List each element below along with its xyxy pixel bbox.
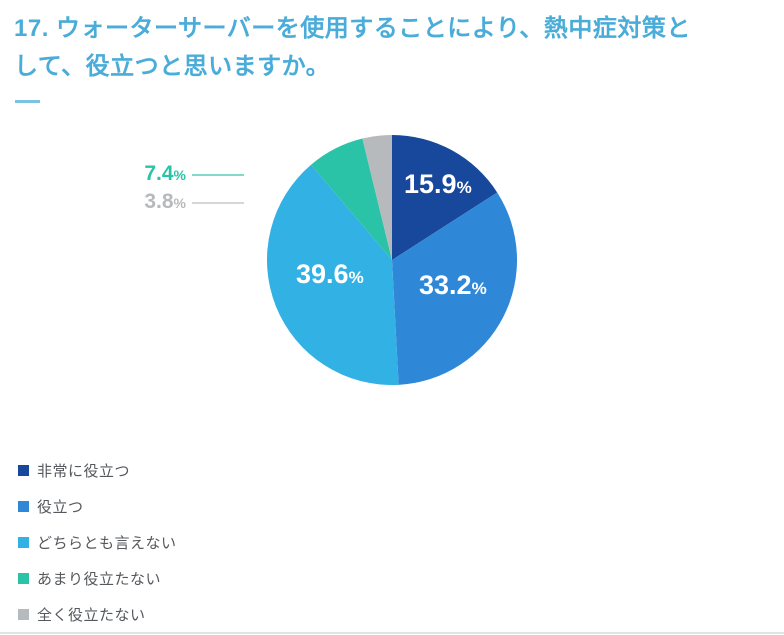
legend-label: 役立つ (37, 499, 84, 516)
legend-label: 非常に役立つ (37, 463, 131, 480)
question-title-line1: 17. ウォーターサーバーを使用することにより、熱中症対策と (14, 15, 691, 42)
pie-callout-not-very-useful: 7.4% (110, 162, 186, 187)
pie-slice-0 (392, 135, 498, 260)
callout-leader-line (192, 174, 244, 176)
pie-slice-2 (267, 164, 399, 385)
legend-item-not-useful-at-all: 全く役立たない (18, 607, 177, 624)
pie-slice-4 (362, 135, 392, 260)
pie-slice-1 (392, 192, 517, 385)
pie-label-value: 33.2 (419, 270, 472, 300)
percent-symbol: % (456, 178, 472, 197)
pie-callout-not-useful-at-all: 3.8% (110, 190, 186, 215)
pie-slice-3 (311, 138, 392, 260)
legend-item-neutral: どちらとも言えない (18, 535, 177, 552)
legend-swatch-icon (18, 609, 29, 620)
legend-swatch-icon (18, 465, 29, 476)
percent-symbol: % (348, 268, 364, 287)
percent-symbol: % (173, 167, 186, 183)
pie-label-useful: 33.2% (419, 270, 487, 304)
percent-symbol: % (471, 279, 487, 298)
legend-swatch-icon (18, 537, 29, 548)
bottom-divider (0, 632, 784, 634)
pie-label-value: 39.6 (296, 259, 349, 289)
legend-item-very-useful: 非常に役立つ (18, 463, 177, 480)
legend-label: どちらとも言えない (37, 535, 177, 552)
legend-item-not-very-useful: あまり役立たない (18, 571, 177, 588)
legend-label: あまり役立たない (37, 571, 162, 588)
callout-leader-line (192, 202, 244, 204)
pie-label-value: 7.4 (144, 162, 174, 185)
question-title-line2: して、役立つと思いますか。 (14, 53, 331, 80)
pie-label-value: 3.8 (144, 190, 174, 213)
legend-swatch-icon (18, 501, 29, 512)
question-title: 17. ウォーターサーバーを使用することにより、熱中症対策と して、役立つと思い… (14, 10, 776, 86)
pie-label-neutral: 39.6% (296, 259, 364, 293)
pie-label-very-useful: 15.9% (404, 169, 472, 203)
legend-item-useful: 役立つ (18, 499, 177, 516)
title-underline-dash (15, 100, 40, 103)
chart-legend: 非常に役立つ 役立つ どちらとも言えない あまり役立たない 全く役立たない (18, 463, 177, 635)
pie-label-value: 15.9 (404, 169, 457, 199)
legend-label: 全く役立たない (37, 607, 146, 624)
legend-swatch-icon (18, 573, 29, 584)
pie-chart (267, 135, 517, 385)
percent-symbol: % (173, 195, 186, 211)
